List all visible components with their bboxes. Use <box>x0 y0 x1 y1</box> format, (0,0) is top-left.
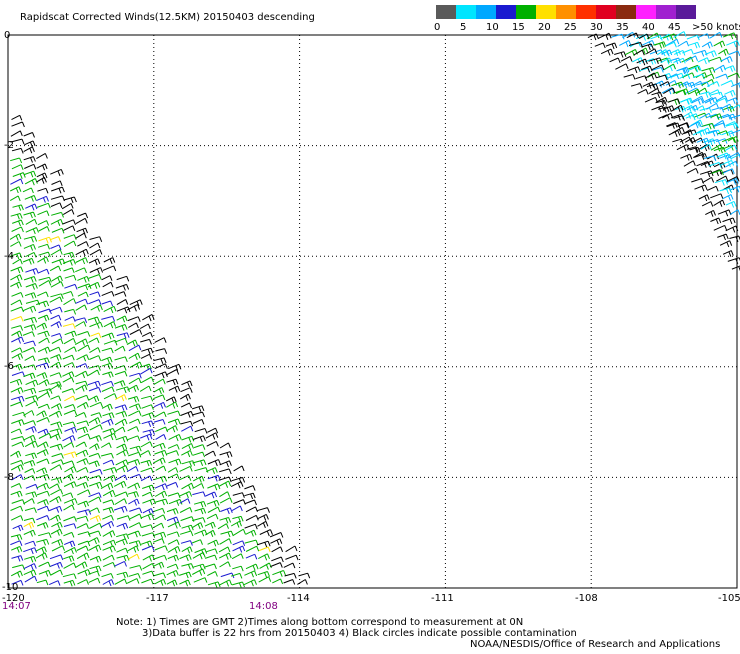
lon-label-117: -117 <box>146 593 169 604</box>
legend-swatch <box>576 5 596 19</box>
lon-label-111: -111 <box>431 593 454 604</box>
lon-label-108: -108 <box>575 593 598 604</box>
lon-label-114: -114 <box>287 593 310 604</box>
lat-label-minus4: -4 <box>4 251 14 262</box>
legend-swatch <box>536 5 556 19</box>
legend-swatch <box>436 5 456 19</box>
legend-tick-label: 30 <box>590 22 603 33</box>
legend-swatch <box>656 5 676 19</box>
wind-speed-legend: 0 5 10 15 20 25 30 35 40 45 >50 knots <box>434 5 740 33</box>
legend-swatch <box>556 5 576 19</box>
lon-label-105: -105 <box>718 593 740 604</box>
legend-unit-label: >50 knots <box>692 22 740 33</box>
lat-label-0: 0 <box>4 30 10 41</box>
time-label-1407: 14:07 <box>2 601 31 612</box>
legend-tick-label: 25 <box>564 22 577 33</box>
lat-label-minus10: -10 <box>2 582 18 593</box>
lat-label-minus8: -8 <box>4 472 14 483</box>
map-title: Rapidscat Corrected Winds(12.5KM) 201504… <box>20 12 315 23</box>
legend-tick-label: 15 <box>512 22 525 33</box>
legend-swatch <box>616 5 636 19</box>
credit-line: NOAA/NESDIS/Office of Research and Appli… <box>470 639 720 650</box>
legend-swatch <box>596 5 616 19</box>
time-label-1408: 14:08 <box>249 601 278 612</box>
legend-swatch <box>456 5 476 19</box>
note-line-1: Note: 1) Times are GMT 2)Times along bot… <box>116 617 523 628</box>
legend-tick-label: 40 <box>642 22 655 33</box>
legend-swatch <box>496 5 516 19</box>
legend-swatch <box>476 5 496 19</box>
legend-tick-label: 35 <box>616 22 629 33</box>
lat-label-minus2: -2 <box>4 140 14 151</box>
legend-tick-label: 20 <box>538 22 551 33</box>
legend-swatch <box>516 5 536 19</box>
legend-tick-label: 45 <box>668 22 681 33</box>
legend-tick-label: 10 <box>486 22 499 33</box>
note-line-2: 3)Data buffer is 22 hrs from 20150403 4)… <box>142 628 577 639</box>
legend-tick-label: 0 <box>434 22 440 33</box>
legend-swatch <box>636 5 656 19</box>
legend-tick-label: 5 <box>460 22 466 33</box>
lat-label-minus6: -6 <box>4 361 14 372</box>
legend-swatch <box>676 5 696 19</box>
